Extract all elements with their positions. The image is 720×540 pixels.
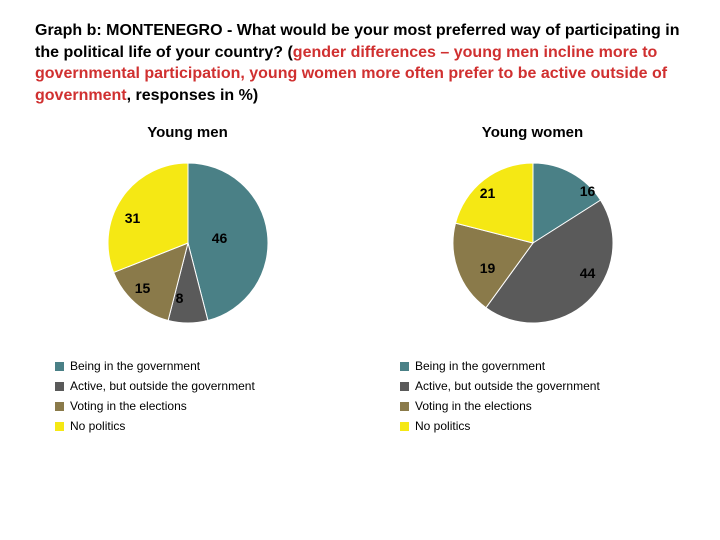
pie-label: 46 bbox=[212, 230, 228, 246]
legend-label: No politics bbox=[415, 419, 470, 433]
legend-label: Being in the government bbox=[415, 359, 545, 373]
legend-label: Being in the government bbox=[70, 359, 200, 373]
pie-label: 31 bbox=[125, 210, 141, 226]
pie-label: 44 bbox=[580, 265, 596, 281]
charts-row: Young men 46 8 15 31 Being in the governmen… bbox=[35, 124, 685, 439]
chart-young-men: Young men 46 8 15 31 Being in the governmen… bbox=[35, 124, 340, 439]
legend-swatch bbox=[400, 422, 409, 431]
pie-label: 15 bbox=[135, 280, 151, 296]
legend-item: No politics bbox=[400, 419, 600, 433]
pie-label: 19 bbox=[480, 260, 496, 276]
chart-title-men: Young men bbox=[147, 124, 228, 141]
pie-svg-women bbox=[443, 153, 623, 333]
legend-item: Voting in the elections bbox=[400, 399, 600, 413]
pie-svg-men bbox=[98, 153, 278, 333]
legend-label: No politics bbox=[70, 419, 125, 433]
legend-swatch bbox=[55, 402, 64, 411]
legend-swatch bbox=[400, 402, 409, 411]
legend-item: Active, but outside the government bbox=[400, 379, 600, 393]
legend-swatch bbox=[400, 362, 409, 371]
legend-item: Voting in the elections bbox=[55, 399, 255, 413]
chart-title-women: Young women bbox=[482, 124, 583, 141]
pie-label: 21 bbox=[480, 185, 496, 201]
legend-swatch bbox=[55, 422, 64, 431]
legend-item: Being in the government bbox=[400, 359, 600, 373]
legend-men: Being in the government Active, but outsi… bbox=[55, 353, 255, 439]
legend-label: Voting in the elections bbox=[70, 399, 187, 413]
legend-swatch bbox=[55, 362, 64, 371]
legend-label: Active, but outside the government bbox=[415, 379, 600, 393]
legend-swatch bbox=[55, 382, 64, 391]
legend-item: No politics bbox=[55, 419, 255, 433]
legend-item: Being in the government bbox=[55, 359, 255, 373]
pie-women: 16 44 19 21 bbox=[443, 153, 623, 333]
legend-swatch bbox=[400, 382, 409, 391]
pie-label: 8 bbox=[176, 290, 184, 306]
pie-label: 16 bbox=[580, 183, 596, 199]
legend-women: Being in the government Active, but outsi… bbox=[400, 353, 600, 439]
legend-label: Voting in the elections bbox=[415, 399, 532, 413]
pie-men: 46 8 15 31 bbox=[98, 153, 278, 333]
chart-young-women: Young women 16 44 19 21 Being in the govern… bbox=[380, 124, 685, 439]
title-part-2: , responses in %) bbox=[127, 87, 259, 104]
legend-label: Active, but outside the government bbox=[70, 379, 255, 393]
graph-title: Graph b: MONTENEGRO - What would be your… bbox=[35, 20, 685, 106]
legend-item: Active, but outside the government bbox=[55, 379, 255, 393]
